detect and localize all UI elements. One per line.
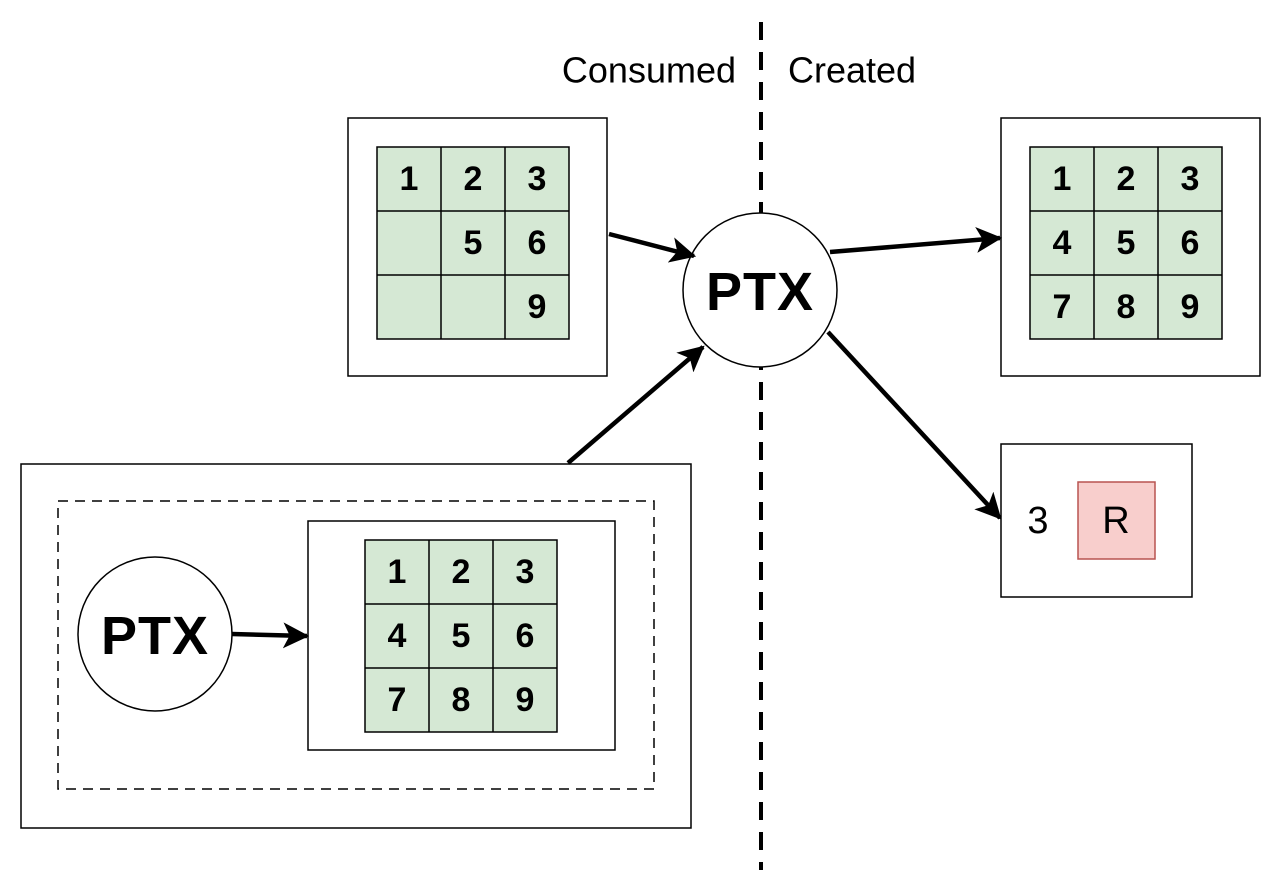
created_top-cell-number: 9 xyxy=(1181,288,1200,326)
consumed_top-cell-number: 6 xyxy=(528,224,547,262)
created_top-cell-number: 2 xyxy=(1117,160,1136,198)
created_top-cell-number: 3 xyxy=(1181,160,1200,198)
nested-grid: 1 2 3 4 5 6 7 8 9 xyxy=(364,539,558,733)
consumed_top-cell-number: 3 xyxy=(528,160,547,198)
nested-transaction-dashed-box xyxy=(57,500,655,790)
created-header: Created xyxy=(788,50,916,91)
party-label: R xyxy=(1102,500,1129,542)
created_top-cell-number: 1 xyxy=(1053,160,1072,198)
consumed_top-grid-background xyxy=(376,146,570,340)
consumed-header: Consumed xyxy=(562,50,736,91)
created_top-cell-number: 6 xyxy=(1181,224,1200,262)
party-box xyxy=(1077,481,1156,560)
arrow-ptx-to-created xyxy=(829,226,1003,255)
created_top-cell-number: 8 xyxy=(1117,288,1136,326)
nested-cell-number: 6 xyxy=(516,617,535,655)
nested-cell-number: 4 xyxy=(388,617,407,655)
nested-cell-number: 8 xyxy=(452,681,471,719)
nested-cell-number: 5 xyxy=(452,617,471,655)
nested-cell-number: 3 xyxy=(516,553,535,591)
nested-grid-background xyxy=(364,539,558,733)
created_top-cell-number: 7 xyxy=(1053,288,1072,326)
consumed_top-cell-number: 2 xyxy=(464,160,483,198)
consumed-grid: 1 2 3 5 6 9 xyxy=(376,146,570,340)
main-ptx-node xyxy=(682,212,838,368)
consumed_top-cell-number: 1 xyxy=(400,160,419,198)
created_top-grid-background xyxy=(1029,146,1223,340)
arrow-ptx-to-output xyxy=(826,330,1002,520)
nested-cell-number: 1 xyxy=(388,553,407,591)
created-grid: 1 2 3 4 5 6 7 8 9 xyxy=(1029,146,1223,340)
arrow-consumed-to-ptx xyxy=(608,231,697,263)
nested-cell-number: 9 xyxy=(516,681,535,719)
main-ptx-label: PTX xyxy=(706,262,814,322)
created_top-cell-number: 4 xyxy=(1053,224,1072,262)
output-count: 3 xyxy=(1027,500,1048,542)
nested-cell-number: 7 xyxy=(388,681,407,719)
nested-ptx-label: PTX xyxy=(101,606,209,666)
arrow-nested-to-ptx xyxy=(566,345,705,465)
consumed_top-cell-number: 5 xyxy=(464,224,483,262)
arrow-nested-ptx-to-state xyxy=(231,622,310,649)
created_top-cell-number: 5 xyxy=(1117,224,1136,262)
consumed_top-cell-number: 9 xyxy=(528,288,547,326)
nested-cell-number: 2 xyxy=(452,553,471,591)
